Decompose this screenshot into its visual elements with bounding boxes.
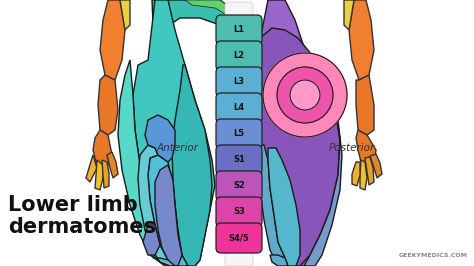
- Text: GEEKYMEDICS.COM: GEEKYMEDICS.COM: [399, 253, 468, 258]
- Polygon shape: [365, 157, 374, 185]
- Polygon shape: [98, 75, 118, 135]
- Polygon shape: [360, 160, 367, 190]
- Text: L2: L2: [233, 52, 245, 60]
- Text: S3: S3: [233, 207, 245, 217]
- FancyBboxPatch shape: [216, 93, 262, 123]
- Polygon shape: [370, 154, 382, 178]
- Polygon shape: [270, 255, 288, 266]
- Polygon shape: [352, 162, 360, 186]
- Text: L5: L5: [233, 130, 245, 139]
- Polygon shape: [86, 155, 97, 182]
- Polygon shape: [256, 0, 325, 266]
- Text: L1: L1: [233, 26, 245, 35]
- Polygon shape: [118, 60, 175, 266]
- FancyBboxPatch shape: [225, 2, 253, 266]
- FancyBboxPatch shape: [216, 223, 262, 253]
- Polygon shape: [349, 0, 374, 80]
- Polygon shape: [152, 0, 248, 70]
- Polygon shape: [102, 160, 109, 188]
- FancyBboxPatch shape: [216, 67, 262, 97]
- Polygon shape: [133, 0, 215, 266]
- Polygon shape: [304, 80, 342, 266]
- Polygon shape: [155, 165, 182, 266]
- Text: S4/5: S4/5: [228, 234, 249, 243]
- Polygon shape: [148, 155, 188, 266]
- Polygon shape: [268, 148, 300, 266]
- Text: L4: L4: [233, 103, 245, 113]
- Polygon shape: [256, 28, 340, 266]
- Circle shape: [290, 80, 320, 110]
- Text: S2: S2: [233, 181, 245, 190]
- FancyBboxPatch shape: [216, 145, 262, 175]
- Polygon shape: [100, 0, 125, 80]
- Text: Posterior: Posterior: [329, 143, 375, 153]
- Polygon shape: [172, 65, 212, 266]
- Polygon shape: [120, 0, 130, 30]
- Polygon shape: [356, 75, 374, 135]
- Polygon shape: [138, 145, 178, 266]
- FancyBboxPatch shape: [216, 15, 262, 45]
- Circle shape: [263, 53, 347, 137]
- Polygon shape: [93, 130, 112, 168]
- Polygon shape: [153, 255, 178, 266]
- FancyBboxPatch shape: [216, 197, 262, 227]
- Polygon shape: [344, 0, 354, 30]
- Polygon shape: [95, 160, 103, 190]
- Circle shape: [277, 67, 333, 123]
- Polygon shape: [143, 225, 160, 255]
- Polygon shape: [258, 145, 288, 266]
- FancyBboxPatch shape: [216, 171, 262, 201]
- FancyBboxPatch shape: [216, 119, 262, 149]
- Text: Anterior: Anterior: [157, 143, 199, 153]
- Polygon shape: [185, 0, 240, 20]
- Text: S1: S1: [233, 156, 245, 164]
- Text: L3: L3: [234, 77, 245, 86]
- Polygon shape: [107, 152, 118, 178]
- Polygon shape: [356, 130, 376, 168]
- Text: Lower limb
dermatomes: Lower limb dermatomes: [8, 195, 156, 237]
- FancyBboxPatch shape: [216, 41, 262, 71]
- Polygon shape: [145, 115, 175, 162]
